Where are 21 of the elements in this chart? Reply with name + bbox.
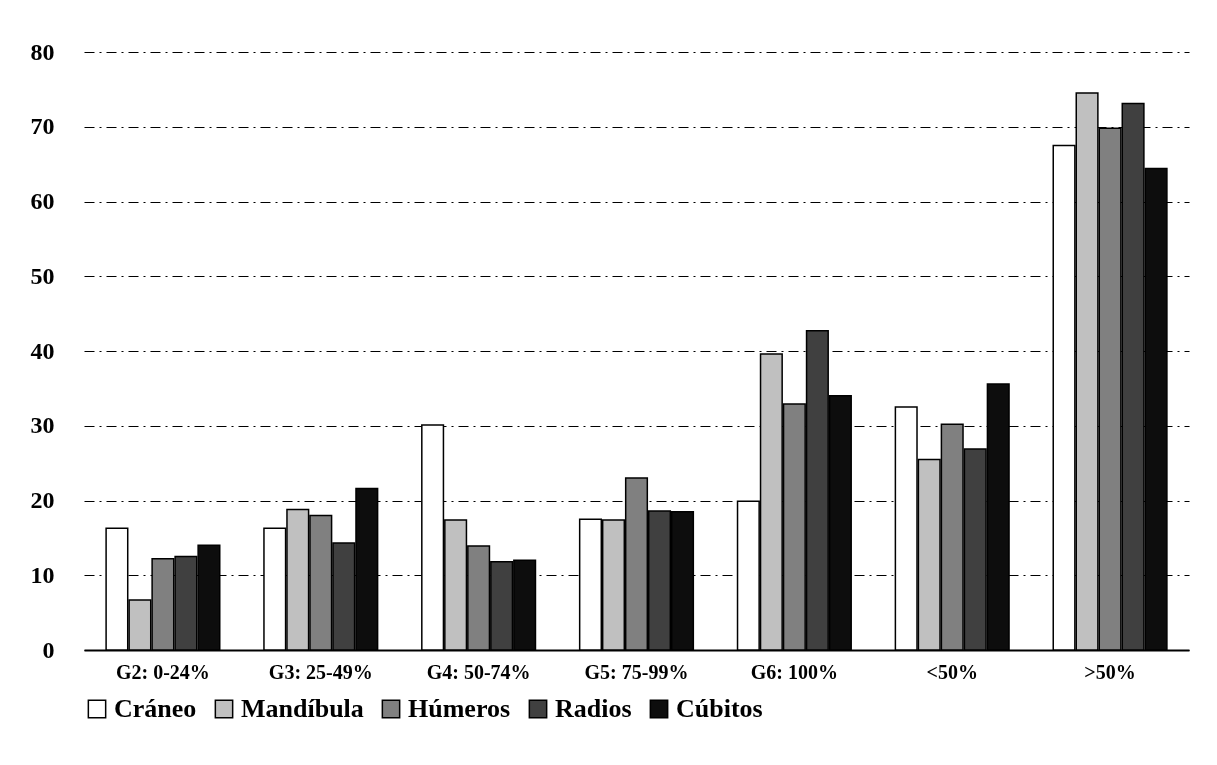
y-tick-label: 0	[42, 636, 55, 663]
y-tick-label: 80	[30, 38, 55, 65]
y-tick-label: 70	[30, 113, 55, 140]
legend-label: Cráneo	[114, 694, 197, 723]
legend-label: Radios	[555, 694, 632, 723]
legend-label: Húmeros	[408, 694, 511, 723]
x-tick-label: G2: 0-24%	[115, 660, 210, 683]
x-tick-label: G6: 100%	[750, 660, 838, 683]
y-tick-label: 60	[30, 188, 55, 214]
x-tick-label: G4: 50-74%	[426, 660, 531, 683]
x-tick-label: >50%	[1084, 660, 1136, 683]
y-tick-label: 20	[30, 487, 55, 513]
x-tick-label: G3: 25-49%	[268, 660, 373, 683]
y-tick-label: 50	[30, 262, 55, 289]
y-tick-label: 10	[30, 561, 55, 588]
x-tick-label: G5: 75-99%	[584, 660, 689, 683]
legend-label: Cúbitos	[676, 694, 763, 723]
x-tick-label: <50%	[926, 660, 978, 683]
y-tick-label: 30	[30, 412, 55, 439]
legend-label: Mandíbula	[241, 694, 364, 723]
y-tick-label: 40	[30, 337, 55, 364]
